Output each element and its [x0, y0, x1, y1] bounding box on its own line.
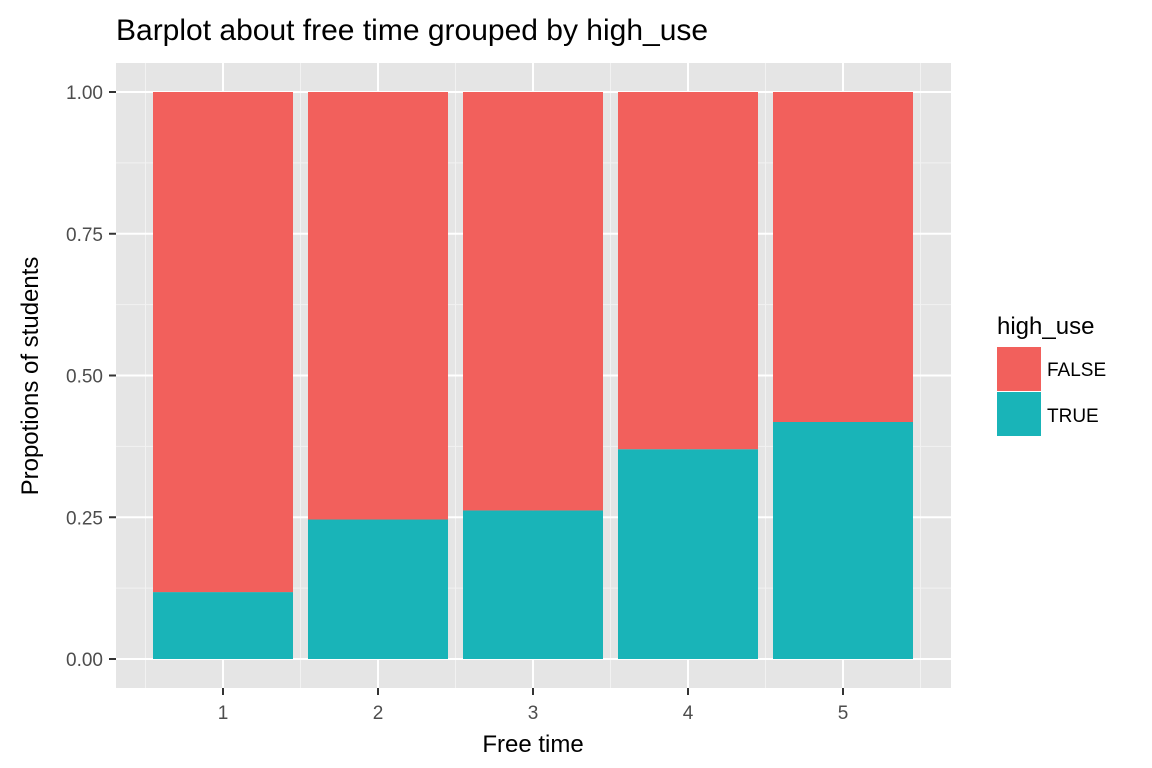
- bar-true-2: [308, 519, 448, 659]
- bar-false-5: [773, 92, 913, 422]
- y-axis: 0.00 0.25 0.50 0.75 1.00: [66, 83, 116, 671]
- bar-true-3: [463, 510, 603, 659]
- legend-label-true: TRUE: [1047, 406, 1099, 427]
- bar-true-5: [773, 421, 913, 659]
- bar-true-4: [618, 449, 758, 659]
- bar-true-1: [153, 592, 293, 659]
- legend-title: high_use: [997, 313, 1094, 340]
- x-tick-label: 4: [683, 703, 694, 724]
- x-tick-label: 3: [528, 703, 539, 724]
- bar-false-2: [308, 92, 448, 520]
- legend-key-false: [997, 347, 1041, 391]
- legend: high_use FALSE TRUE: [997, 313, 1106, 436]
- y-tick-label: 0.50: [66, 367, 103, 388]
- x-tick-label: 5: [838, 703, 849, 724]
- bar-false-4: [618, 92, 758, 450]
- y-tick-label: 0.25: [66, 508, 103, 529]
- y-tick-label: 1.00: [66, 83, 103, 104]
- chart-title: Barplot about free time grouped by high_…: [116, 14, 708, 47]
- legend-label-false: FALSE: [1047, 360, 1106, 381]
- y-tick-label: 0.00: [66, 650, 103, 671]
- y-tick-label: 0.75: [66, 225, 103, 246]
- bars: [153, 92, 913, 659]
- bar-false-3: [463, 92, 603, 511]
- y-axis-title: Propotions of students: [17, 257, 44, 496]
- x-tick-label: 1: [218, 703, 229, 724]
- x-axis: 1 2 3 4 5: [218, 688, 849, 724]
- legend-key-true: [997, 392, 1041, 436]
- x-tick-label: 2: [373, 703, 384, 724]
- x-axis-title: Free time: [482, 731, 583, 758]
- bar-false-1: [153, 92, 293, 593]
